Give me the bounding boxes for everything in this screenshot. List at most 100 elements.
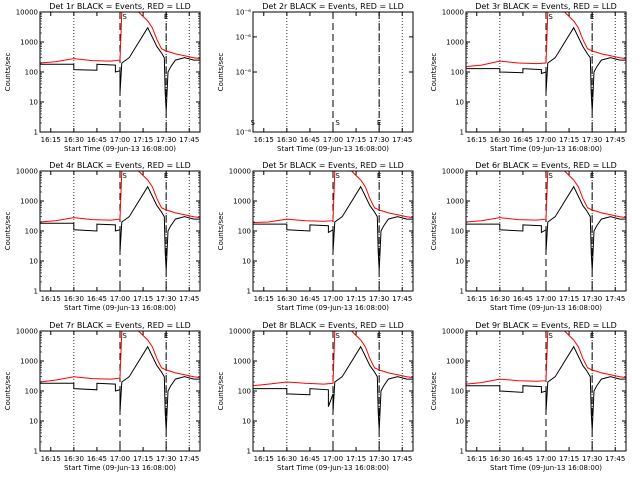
x-tick-label: 17:45 xyxy=(605,295,625,303)
y-tick-label: 1 xyxy=(34,448,38,456)
series-lld-line xyxy=(40,171,200,223)
series-events-line xyxy=(466,26,626,112)
x-tick-label: 16:15 xyxy=(41,455,61,463)
x-tick-label: 17:45 xyxy=(392,295,412,303)
x-tick-label: 16:30 xyxy=(490,136,510,144)
y-tick-label: 1000 xyxy=(20,39,38,47)
y-tick-label: 100 xyxy=(25,228,38,236)
y-tick-label: 1000 xyxy=(446,39,464,47)
y-tick-label: 10⁻⁶ xyxy=(236,69,252,77)
event-marker-e: E xyxy=(164,13,168,21)
x-tick-label: 17:45 xyxy=(392,136,412,144)
y-tick-label: 10000 xyxy=(16,328,38,336)
panel-det-5r: Det 5r BLACK = Events, RED = LLD S E 1 10 100… xyxy=(217,161,414,312)
x-tick-label: 17:30 xyxy=(156,455,176,463)
x-tick-label: 17:00 xyxy=(110,295,130,303)
event-marker-s: S xyxy=(335,172,340,180)
x-tick-label: 16:30 xyxy=(277,455,297,463)
y-tick-label: 100 xyxy=(451,69,464,77)
x-tick-label: 17:45 xyxy=(392,455,412,463)
event-marker-s: S xyxy=(548,13,553,21)
event-marker-e: E xyxy=(377,119,381,127)
panel-det-8r: Det 8r BLACK = Events, RED = LLD S E 1 10 100… xyxy=(217,321,414,472)
x-tick-label: 17:45 xyxy=(179,136,199,144)
x-tick-label: 16:15 xyxy=(41,295,61,303)
x-tick-label: 16:15 xyxy=(41,136,61,144)
y-axis-label: Counts/sec xyxy=(430,372,438,411)
series-lld-line xyxy=(253,331,413,387)
x-axis-label: Start Time (09-Jun-13 16:08:00) xyxy=(64,304,176,312)
y-tick-label: 1 xyxy=(247,448,251,456)
chart-title: Det 8r BLACK = Events, RED = LLD xyxy=(262,321,404,330)
y-tick-label: 10⁻⁶ xyxy=(236,9,252,17)
panel-det-1r: Det 1r BLACK = Events, RED = LLD S E 1 10 100… xyxy=(4,2,201,153)
x-tick-label: 16:30 xyxy=(64,295,84,303)
plot-area xyxy=(466,171,626,291)
y-tick-label: 1 xyxy=(247,288,251,296)
x-tick-label: 17:30 xyxy=(582,136,602,144)
x-tick-label: 16:45 xyxy=(87,136,107,144)
x-axis-label: Start Time (09-Jun-13 16:08:00) xyxy=(277,304,389,312)
series-events-line xyxy=(253,185,413,271)
y-tick-label: 1 xyxy=(34,288,38,296)
x-tick-label: 17:15 xyxy=(346,295,366,303)
x-tick-label: 17:15 xyxy=(559,295,579,303)
plot-area xyxy=(466,331,626,451)
y-tick-label: 10 xyxy=(242,258,251,266)
series-lld-line xyxy=(466,331,626,385)
y-tick-label: 100 xyxy=(25,69,38,77)
series-lld-line xyxy=(253,171,413,224)
y-tick-label: 1 xyxy=(34,129,38,137)
x-tick-label: 17:30 xyxy=(369,455,389,463)
x-tick-label: 16:15 xyxy=(467,136,487,144)
y-axis-label: Counts/sec xyxy=(217,212,225,251)
series-events-line xyxy=(40,185,200,271)
x-tick-label: 17:30 xyxy=(156,295,176,303)
series-events-line xyxy=(40,345,200,431)
x-tick-label: 16:45 xyxy=(513,136,533,144)
y-tick-label: 1000 xyxy=(233,358,251,366)
series-events-line xyxy=(253,345,413,431)
x-tick-label: 17:00 xyxy=(323,455,343,463)
y-tick-label: 10000 xyxy=(16,168,38,176)
event-marker-s: S xyxy=(548,332,553,340)
chart-title: Det 6r BLACK = Events, RED = LLD xyxy=(475,161,617,170)
series-events-line xyxy=(466,345,626,431)
y-tick-label: 100 xyxy=(451,228,464,236)
x-axis-label: Start Time (09-Jun-13 16:08:00) xyxy=(277,464,389,472)
y-tick-label: 10 xyxy=(455,418,464,426)
y-tick-label: 100 xyxy=(451,388,464,396)
y-tick-label: 10 xyxy=(29,418,38,426)
x-tick-label: 17:00 xyxy=(323,295,343,303)
plot-area xyxy=(40,331,200,451)
plot-area xyxy=(40,12,200,132)
x-tick-label: 17:45 xyxy=(179,455,199,463)
x-tick-label: 16:15 xyxy=(467,455,487,463)
x-axis-label: Start Time (09-Jun-13 16:08:00) xyxy=(490,145,602,153)
x-tick-label: 16:15 xyxy=(254,455,274,463)
x-tick-label: 17:45 xyxy=(605,136,625,144)
x-tick-label: 17:45 xyxy=(179,295,199,303)
x-tick-label: 17:00 xyxy=(536,455,556,463)
x-tick-label: 17:15 xyxy=(133,455,153,463)
chart-title: Det 4r BLACK = Events, RED = LLD xyxy=(49,161,191,170)
y-tick-label: 10000 xyxy=(229,328,251,336)
y-tick-label: 1 xyxy=(460,129,464,137)
y-tick-label: 100 xyxy=(238,228,251,236)
y-tick-label: 10 xyxy=(455,258,464,266)
y-tick-label: 10 xyxy=(29,258,38,266)
chart-title: Det 2r BLACK = Events, RED = LLD xyxy=(262,2,404,11)
x-tick-label: 16:45 xyxy=(300,455,320,463)
x-axis-label: Start Time (09-Jun-13 16:08:00) xyxy=(64,145,176,153)
series-lld-line xyxy=(466,12,626,68)
series-events-line xyxy=(40,26,200,112)
event-marker-e: E xyxy=(164,332,168,340)
y-tick-label: 1000 xyxy=(20,358,38,366)
event-marker-s: S xyxy=(548,172,553,180)
event-marker-e: E xyxy=(377,332,381,340)
x-tick-label: 16:15 xyxy=(254,295,274,303)
event-marker-s: S xyxy=(122,172,127,180)
x-tick-label: 16:45 xyxy=(300,295,320,303)
x-tick-label: 16:30 xyxy=(277,295,297,303)
y-tick-label: 1000 xyxy=(20,198,38,206)
